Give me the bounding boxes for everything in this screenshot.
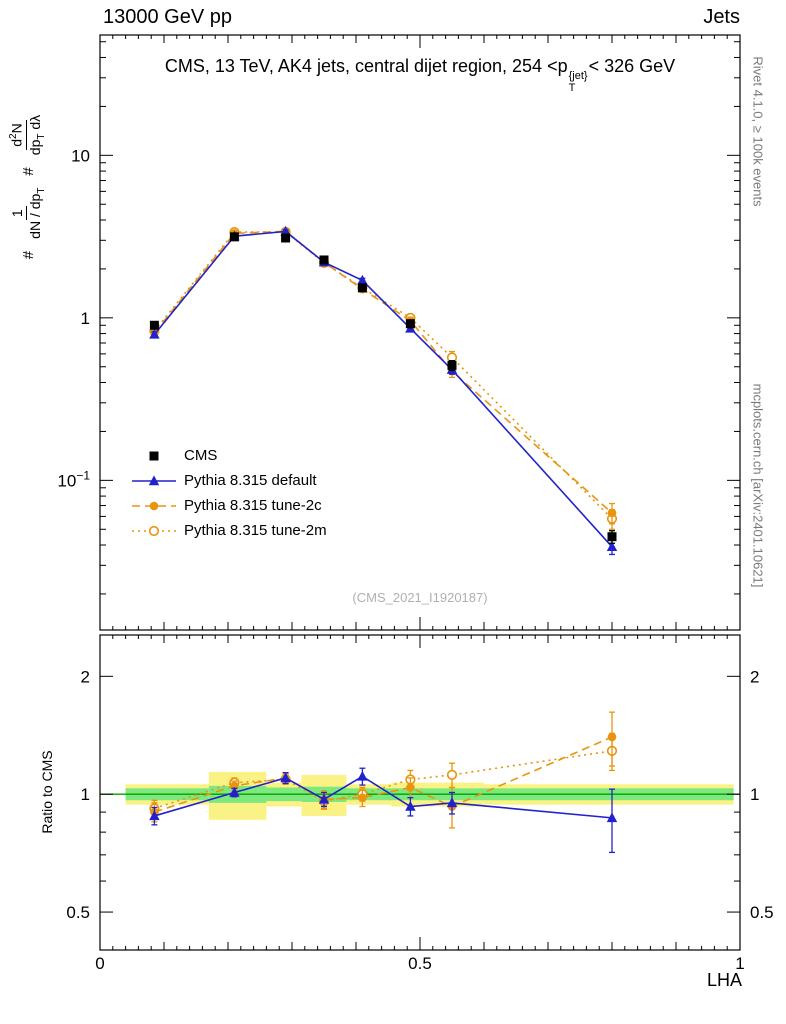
y-axis-label-hash1: # (19, 250, 37, 260)
svg-text:10−1: 10−1 (57, 468, 90, 490)
y-axis-label-frac1: 1 dN / dpT (8, 187, 47, 239)
svg-text:10: 10 (71, 146, 90, 165)
svg-text:0.5: 0.5 (408, 954, 432, 973)
legend-label-cms: CMS (184, 447, 218, 464)
y-axis-label: # 1 dN / dpT # d2N dpT dλ (2, 36, 54, 336)
mcplots-attribution-label: mcplots.cern.ch [arXiv:2401.10621] (750, 383, 766, 588)
plot-title-prefix: CMS, 13 TeV, AK4 jets, central dijet reg… (164, 56, 568, 76)
svg-text:2: 2 (81, 667, 90, 686)
svg-text:1: 1 (81, 785, 90, 804)
legend-label-pythia-default: Pythia 8.315 default (184, 472, 317, 489)
svg-text:0.5: 0.5 (66, 903, 90, 922)
plot-title-suffix: < 326 GeV (588, 56, 676, 76)
plot-title-sub: T (568, 81, 576, 94)
process-label: Jets (703, 6, 740, 28)
svg-text:0.5: 0.5 (750, 903, 774, 922)
svg-text:2: 2 (750, 667, 759, 686)
svg-text:1: 1 (81, 309, 90, 328)
svg-text:1: 1 (735, 954, 744, 973)
legend-label-pythia-tune-2c: Pythia 8.315 tune-2c (184, 497, 322, 514)
plot-title-sup: {jet} (568, 70, 588, 82)
ratio-y-axis-label: Ratio to CMS (39, 750, 55, 834)
plot-title-supsub: {jet} T (568, 70, 588, 94)
beam-energy-label: 13000 GeV pp (103, 6, 232, 28)
legend-label-pythia-tune-2m: Pythia 8.315 tune-2m (184, 522, 327, 539)
y-axis-label-frac2: d2N dpT dλ (8, 114, 47, 156)
plot-title: CMS, 13 TeV, AK4 jets, central dijet reg… (88, 56, 752, 94)
svg-text:1: 1 (750, 785, 759, 804)
x-axis-label: LHA (706, 970, 742, 990)
rivet-version-label: Rivet 4.1.0, ≥ 100k events (750, 56, 766, 207)
y-axis-label-hash2: # (19, 167, 37, 176)
svg-text:0: 0 (95, 954, 104, 973)
analysis-watermark: (CMS_2021_I1920187) (352, 590, 488, 605)
